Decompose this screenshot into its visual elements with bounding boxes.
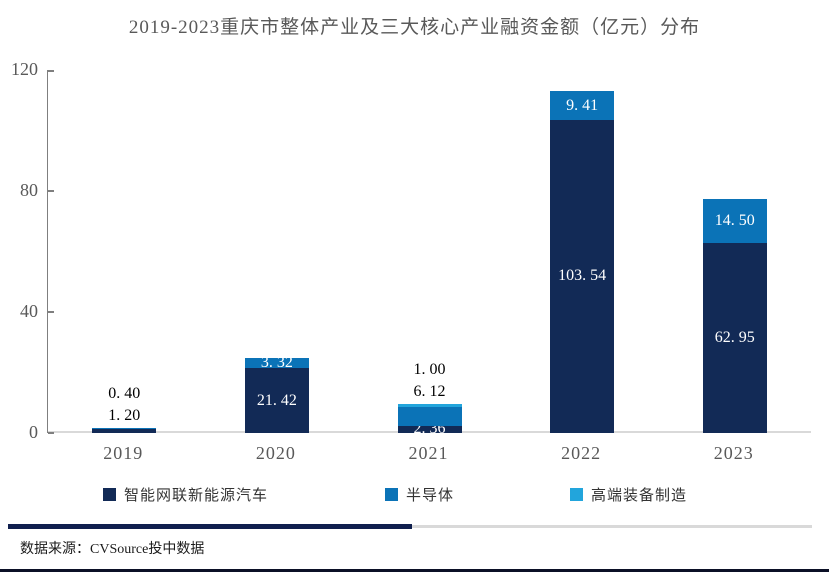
category-label: 2021 — [408, 443, 449, 463]
chart-title: 2019-2023重庆市整体产业及三大核心产业融资金额（亿元）分布 — [128, 17, 701, 38]
value-label: 21. 42 — [256, 391, 297, 409]
bar-segment — [92, 428, 157, 430]
page-bottom-border — [0, 569, 829, 572]
divider-gray-segment — [412, 525, 812, 528]
legend-label: 智能网联新能源汽车 — [124, 488, 269, 504]
legend-label: 半导体 — [406, 488, 455, 504]
legend-label: 高端装备制造 — [591, 488, 688, 504]
legend-swatch — [103, 488, 116, 501]
y-tick-mark — [48, 311, 54, 313]
y-tick-mark — [48, 190, 54, 192]
y-tick-mark — [48, 70, 54, 72]
legend-item: 高端装备制造 — [570, 484, 687, 505]
category-label: 2023 — [713, 443, 754, 463]
y-tick-mark — [48, 432, 54, 434]
value-label: 6. 12 — [413, 383, 446, 401]
source-note: 数据来源：CVSource投中数据 — [20, 542, 205, 557]
y-tick-label: 120 — [11, 59, 38, 79]
legend-swatch — [570, 488, 583, 501]
bar-segment — [92, 429, 157, 433]
value-label: 1. 20 — [108, 407, 141, 425]
category-label: 2020 — [255, 443, 296, 463]
value-label: 62. 95 — [714, 328, 755, 346]
value-label: 14. 50 — [714, 211, 755, 229]
bar-segment — [244, 358, 309, 369]
plot-area: 1. 20 0. 40 21. 42 3. 32 2. 36 6. 12 1. 00 103.… — [47, 70, 811, 437]
category-label: 2019 — [103, 443, 144, 463]
y-tick-label: 80 — [20, 180, 38, 200]
bar-segment — [397, 404, 462, 408]
y-tick-label: 40 — [20, 301, 38, 321]
value-label: 103. 54 — [558, 267, 607, 285]
y-tick-label: 0 — [29, 422, 38, 442]
bar-segment — [702, 198, 767, 243]
bar-segment — [244, 368, 309, 433]
bar-segment — [397, 407, 462, 426]
bar-segment — [550, 91, 615, 120]
bar-segment — [702, 242, 767, 433]
value-label: 0. 40 — [108, 385, 141, 403]
legend: 智能网联新能源汽车 半导体 高端装备制造 — [0, 484, 829, 506]
legend-swatch — [385, 488, 398, 501]
value-label: 9. 41 — [566, 96, 599, 114]
legend-item: 半导体 — [385, 484, 454, 505]
legend-item: 智能网联新能源汽车 — [103, 484, 268, 505]
value-label: 3. 32 — [260, 354, 293, 372]
bar-segment — [550, 119, 615, 433]
divider-navy-segment — [8, 524, 412, 529]
bar-segment — [397, 425, 462, 433]
value-label: 1. 00 — [413, 361, 446, 379]
category-label: 2022 — [561, 443, 602, 463]
